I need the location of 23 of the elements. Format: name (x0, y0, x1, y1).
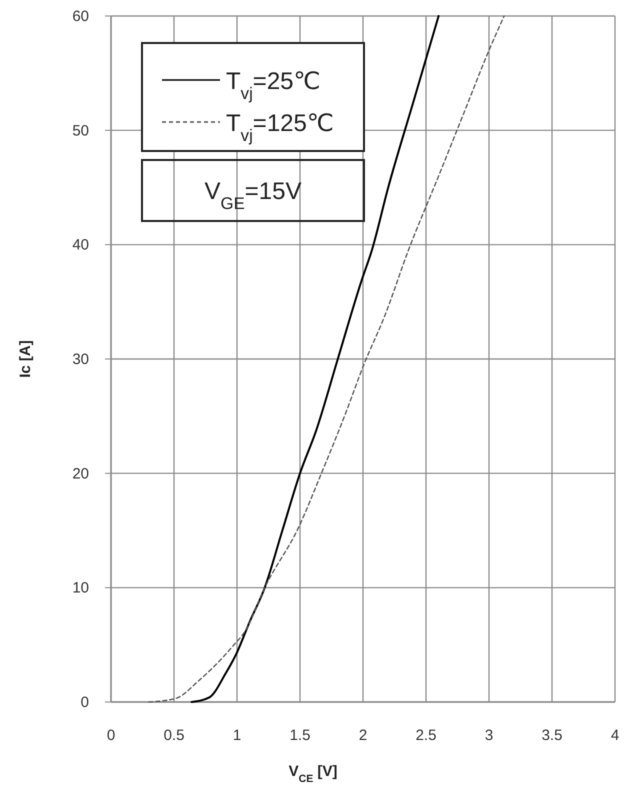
legend-label: T$_{vj}$=125℃ (226, 110, 334, 144)
y-tick-label: 50 (72, 122, 89, 140)
y-tick-label: 10 (72, 580, 89, 597)
x-tick-label: 2.5 (416, 727, 436, 744)
y-tick-label: 30 (72, 351, 89, 368)
line-series (190, 15, 440, 703)
y-axis-title: Ic [A] (17, 340, 34, 378)
legend-label: T$_{vj}$=25℃ (226, 68, 320, 102)
x-tick-label: 0.5 (164, 727, 184, 744)
y-tick-label: 60 (72, 8, 89, 25)
y-tick-label: 20 (72, 465, 89, 482)
x-tick-label: 1 (232, 727, 242, 744)
x-tick-label: 2 (358, 727, 368, 744)
x-tick-label: 3 (484, 727, 494, 744)
x-tick-label: 3.5 (542, 727, 562, 744)
y-tick-label: 0 (80, 694, 89, 711)
x-tick-label: 1.5 (290, 727, 310, 744)
x-tick-label: 0 (106, 727, 116, 744)
y-tick-label: 40 (72, 236, 89, 254)
x-axis-title: V$_{CE}$ [V] (288, 763, 338, 785)
line-series (148, 15, 505, 703)
x-tick-label: 4 (610, 727, 620, 744)
annotation: V$_{GE}$=15V (204, 178, 302, 212)
